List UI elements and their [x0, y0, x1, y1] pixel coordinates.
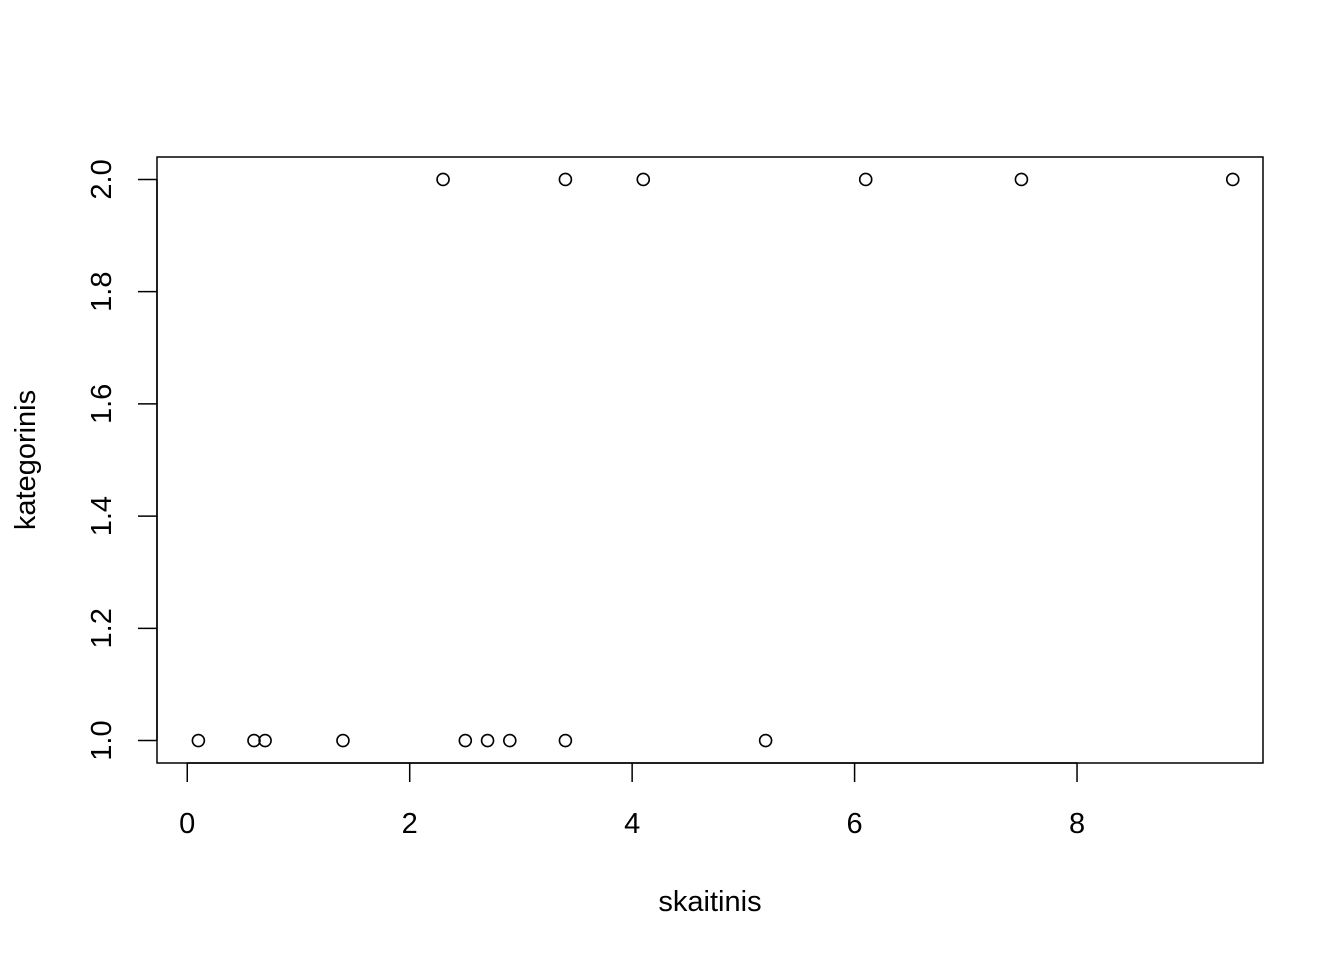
points [191, 172, 1240, 748]
y-tick-label: 1.4 [86, 496, 118, 536]
data-point [336, 733, 350, 748]
data-point [247, 733, 261, 748]
data-point [636, 172, 651, 187]
x-axis-label: skaitinis [658, 886, 761, 918]
data-point [502, 733, 517, 748]
x-tick-label: 0 [179, 808, 195, 840]
y-axis-label: kategorinis [10, 390, 42, 530]
x-tick-label: 6 [847, 808, 863, 840]
data-point [480, 733, 495, 748]
data-point [558, 733, 573, 748]
x-tick-label: 8 [1069, 808, 1085, 840]
x-tick-label: 2 [402, 808, 418, 840]
data-point [436, 172, 450, 187]
x-tick-label: 4 [624, 808, 640, 840]
data-point [1014, 172, 1029, 187]
y-tick-label: 1.0 [86, 720, 118, 760]
plot-box [156, 156, 1264, 764]
data-point [558, 172, 573, 187]
data-point [191, 733, 206, 748]
data-point [458, 733, 473, 748]
data-point [858, 172, 873, 187]
y-tick-label: 1.8 [86, 272, 118, 312]
data-point [758, 733, 773, 748]
y-tick-label: 2.0 [86, 159, 118, 199]
y-tick-label: 1.2 [86, 608, 118, 648]
x-axis: 0 2 4 6 8 [179, 762, 1085, 840]
data-point [258, 733, 272, 748]
y-axis: 1.0 1.2 1.4 1.6 1.8 2.0 [86, 159, 158, 761]
data-point [1225, 172, 1240, 187]
y-tick-label: 1.6 [86, 384, 118, 424]
